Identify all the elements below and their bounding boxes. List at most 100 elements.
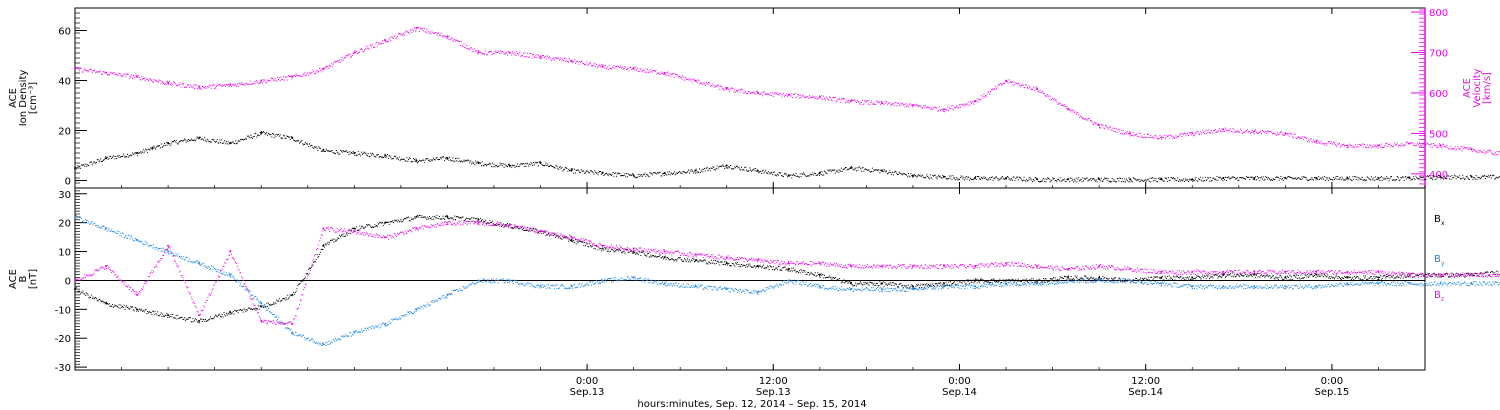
data-dot <box>484 221 486 223</box>
data-dot <box>390 40 392 42</box>
data-dot <box>397 219 399 221</box>
data-dot <box>438 32 440 34</box>
data-dot <box>149 312 151 313</box>
data-dot <box>1177 177 1179 179</box>
data-dot <box>1044 178 1046 180</box>
data-dot <box>613 175 615 177</box>
data-dot <box>418 161 420 162</box>
data-dot <box>165 83 167 85</box>
data-dot <box>539 58 541 59</box>
data-dot <box>1429 146 1431 148</box>
data-dot <box>656 256 658 258</box>
data-dot <box>1371 178 1373 180</box>
data-dot <box>932 109 934 110</box>
data-dot <box>215 140 217 142</box>
data-dot <box>203 318 205 320</box>
data-dot <box>1126 179 1128 181</box>
data-dot <box>797 93 799 95</box>
data-dot <box>220 316 222 317</box>
data-dot <box>1440 178 1442 180</box>
data-dot <box>1103 179 1105 180</box>
data-dot <box>646 71 648 73</box>
data-dot <box>498 165 500 167</box>
data-dot <box>135 307 137 309</box>
data-dot <box>169 144 171 146</box>
data-dot <box>1042 92 1044 94</box>
data-dot <box>670 259 672 261</box>
data-dot <box>263 80 265 82</box>
data-dot <box>1214 130 1215 132</box>
data-dot <box>676 74 678 75</box>
data-dot <box>580 169 582 171</box>
data-dot <box>276 299 278 301</box>
data-dot <box>517 226 518 228</box>
data-dot <box>1103 127 1105 129</box>
data-dot <box>866 168 867 170</box>
data-dot <box>362 51 364 53</box>
data-dot <box>669 259 671 261</box>
data-dot <box>461 216 463 218</box>
data-dot <box>971 102 973 104</box>
data-dot <box>731 263 733 265</box>
data-dot <box>337 152 339 154</box>
data-dot <box>740 266 742 268</box>
data-dot <box>472 49 474 50</box>
data-dot <box>500 222 502 224</box>
data-dot <box>1102 180 1104 182</box>
data-dot <box>1362 179 1364 181</box>
data-dot <box>1245 178 1247 180</box>
data-dot <box>522 55 524 57</box>
data-dot <box>782 267 784 269</box>
data-dot <box>449 35 451 37</box>
data-dot <box>151 147 152 149</box>
data-dot <box>1268 130 1270 132</box>
data-dot <box>1386 145 1388 147</box>
data-dot <box>307 71 309 73</box>
data-dot <box>147 149 149 150</box>
data-dot <box>674 259 676 261</box>
data-dot <box>1203 180 1205 182</box>
data-dot <box>491 51 492 53</box>
data-dot <box>459 41 461 43</box>
data-dot <box>202 86 204 87</box>
data-dot <box>1294 133 1296 135</box>
data-dot <box>982 95 984 97</box>
data-dot <box>942 175 944 177</box>
data-dot <box>1128 177 1130 179</box>
data-dot <box>485 50 487 52</box>
data-dot <box>838 171 840 173</box>
data-dot <box>734 89 736 91</box>
data-dot <box>879 101 881 103</box>
data-dot <box>1352 176 1354 178</box>
data-dot <box>137 310 139 312</box>
data-dot <box>1193 135 1195 137</box>
data-dot <box>408 32 410 34</box>
data-dot <box>114 158 116 160</box>
data-dot <box>465 47 466 49</box>
data-dot <box>1438 175 1440 176</box>
data-dot <box>476 53 478 55</box>
data-dot <box>663 173 664 175</box>
data-dot <box>186 139 188 141</box>
data-dot <box>161 146 163 148</box>
data-dot <box>1146 180 1148 182</box>
data-dot <box>1016 82 1018 84</box>
data-dot <box>1223 177 1225 178</box>
data-dot <box>1133 135 1135 137</box>
data-dot <box>1282 135 1284 136</box>
data-dot <box>1369 178 1371 180</box>
data-dot <box>657 72 659 74</box>
data-dot <box>1189 179 1191 181</box>
data-dot <box>164 143 165 144</box>
data-dot <box>531 57 533 59</box>
data-dot <box>82 290 84 292</box>
data-dot <box>1033 89 1035 91</box>
data-dot <box>678 171 680 173</box>
data-dot <box>351 227 353 229</box>
data-dot <box>154 147 156 149</box>
data-dot <box>802 173 804 175</box>
data-dot <box>574 168 576 170</box>
data-dot <box>673 76 675 78</box>
data-dot <box>83 292 85 294</box>
data-dot <box>695 80 697 82</box>
